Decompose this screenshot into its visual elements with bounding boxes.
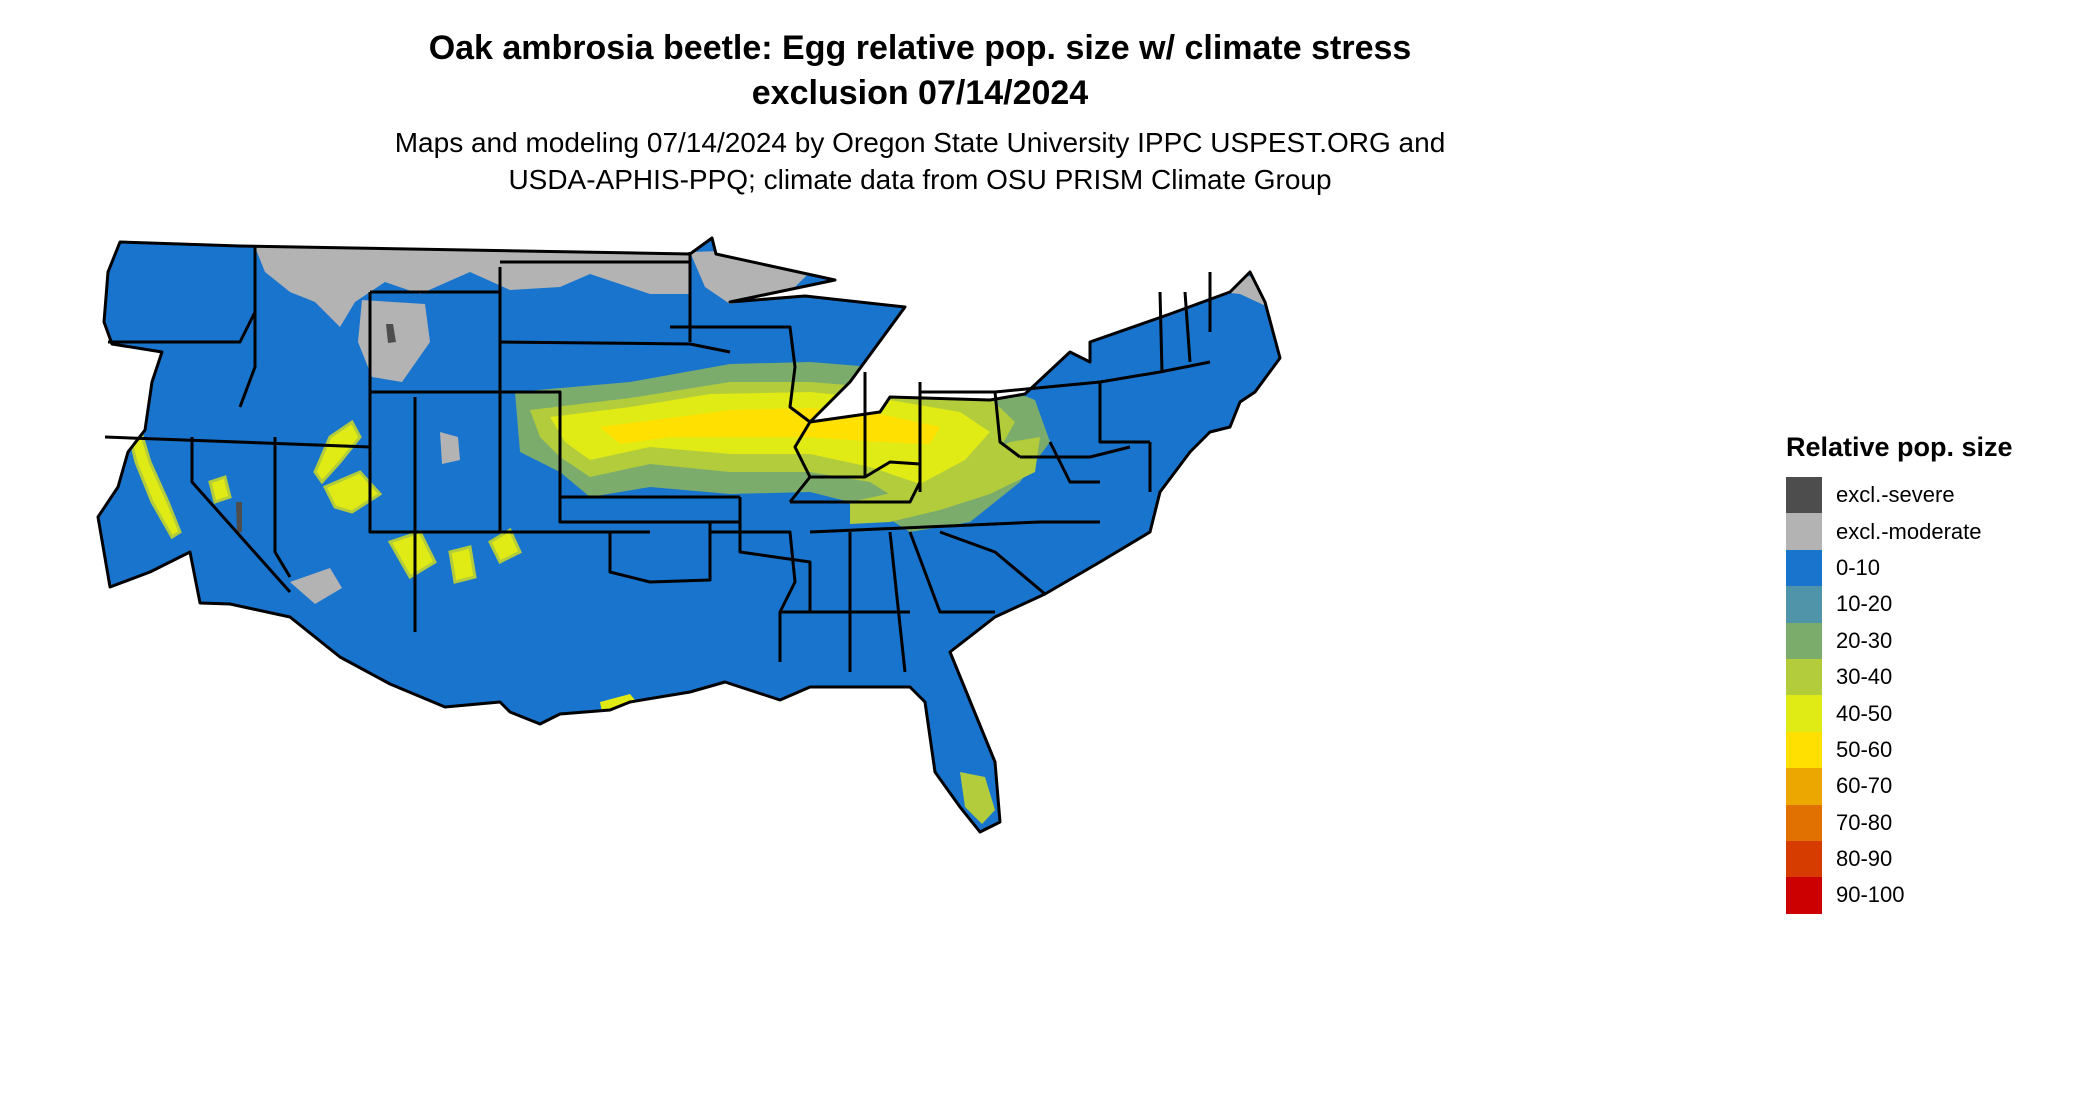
legend-item: 70-80 <box>1786 804 2013 841</box>
excl-severe-regions <box>236 324 396 533</box>
florida-patch <box>960 772 995 824</box>
us-population-map <box>96 236 1282 834</box>
legend-item: 10-20 <box>1786 586 2013 623</box>
legend-item: 30-40 <box>1786 658 2013 696</box>
legend-label: 30-40 <box>1836 664 1893 690</box>
map-title: Oak ambrosia beetle: Egg relative pop. s… <box>0 26 1840 116</box>
legend-item: excl.-moderate <box>1786 513 2013 550</box>
legend-items: excl.-severe excl.-moderate 0-10 10-20 20-30… <box>1786 477 2013 914</box>
legend-item: 40-50 <box>1786 695 2013 732</box>
state-borders <box>96 236 1282 834</box>
legend-label: 10-20 <box>1836 591 1893 617</box>
legend-swatch <box>1786 877 1822 914</box>
map-subtitle-line-1: Maps and modeling 07/14/2024 by Oregon S… <box>394 127 1446 158</box>
legend-swatch <box>1786 804 1822 841</box>
legend-swatch <box>1786 658 1822 696</box>
legend-item: 80-90 <box>1786 840 2013 878</box>
map-subtitle: Maps and modeling 07/14/2024 by Oregon S… <box>0 124 1840 198</box>
contiguous-us-landmass <box>98 238 1280 832</box>
legend-swatch <box>1786 477 1822 514</box>
legend-label: 40-50 <box>1836 700 1893 726</box>
legend-label: excl.-severe <box>1836 482 1955 508</box>
legend-label: 70-80 <box>1836 809 1893 835</box>
legend-item: excl.-severe <box>1786 477 2013 514</box>
legend-swatch <box>1786 840 1822 878</box>
legend-label: excl.-moderate <box>1836 518 1982 544</box>
legend-swatch <box>1786 768 1822 805</box>
legend-label: 60-70 <box>1836 773 1893 799</box>
legend-label: 0-10 <box>1836 554 1881 580</box>
western-range-patches <box>117 394 522 584</box>
map-subtitle-line-2: USDA-APHIS-PPQ; climate data from OSU PR… <box>508 164 1332 195</box>
legend-swatch <box>1786 731 1822 769</box>
map-title-line-1: Oak ambrosia beetle: Egg relative pop. s… <box>428 29 1412 67</box>
legend-swatch <box>1786 513 1822 550</box>
legend-label: 90-100 <box>1836 882 1905 908</box>
legend-title: Relative pop. size <box>1786 432 2013 462</box>
map-title-line-2: exclusion 07/14/2024 <box>751 74 1089 112</box>
legend-label: 20-30 <box>1836 627 1893 653</box>
legend-item: 90-100 <box>1786 877 2013 914</box>
legend-swatch <box>1786 586 1822 623</box>
legend-item: 0-10 <box>1786 549 2013 587</box>
legend-label: 50-60 <box>1836 736 1893 762</box>
legend-item: 50-60 <box>1786 731 2013 769</box>
legend-swatch <box>1786 622 1822 659</box>
legend-swatch <box>1786 695 1822 732</box>
legend-item: 20-30 <box>1786 622 2013 659</box>
map-legend: Relative pop. size excl.-severe excl.-mod… <box>1786 432 2013 914</box>
legend-label: 80-90 <box>1836 846 1893 872</box>
legend-item: 60-70 <box>1786 768 2013 805</box>
legend-swatch <box>1786 549 1822 587</box>
